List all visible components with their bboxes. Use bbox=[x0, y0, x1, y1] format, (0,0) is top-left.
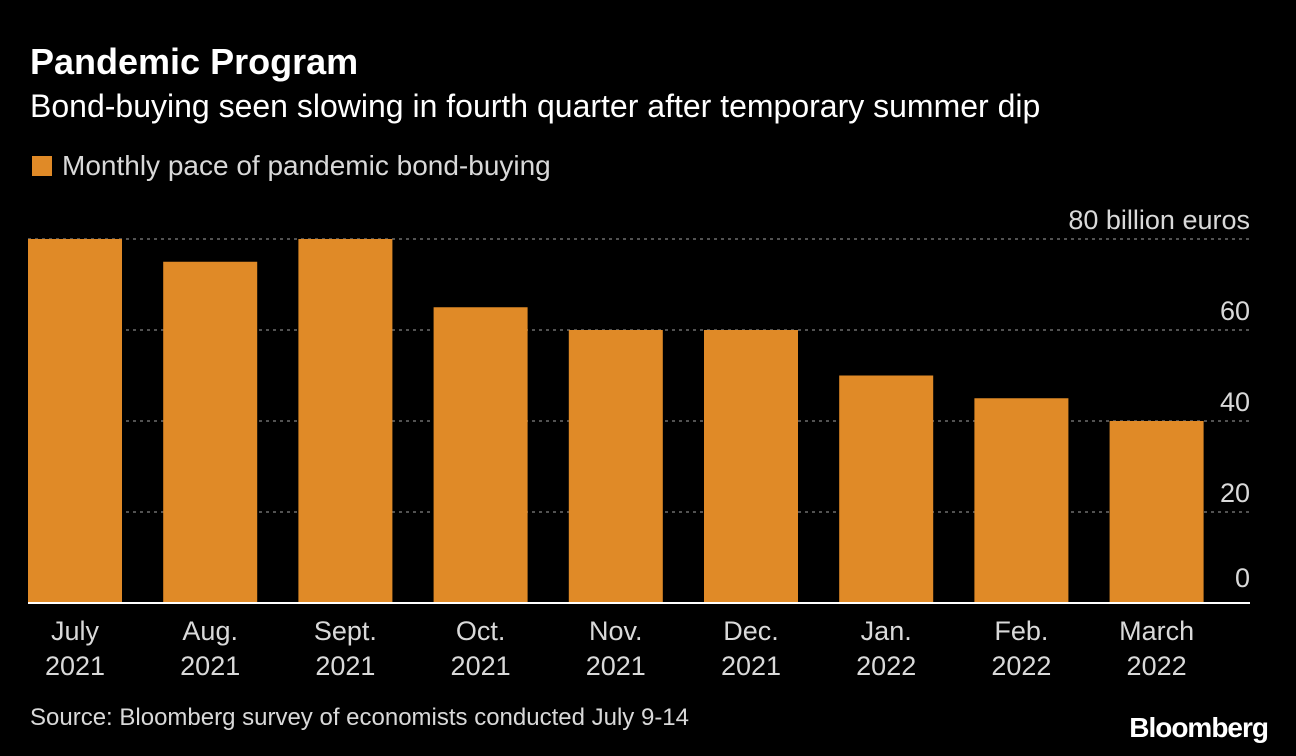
bar bbox=[568, 330, 663, 603]
x-tick-label-month: Aug. bbox=[182, 616, 238, 646]
x-tick-label-month: Sept. bbox=[314, 616, 377, 646]
bar bbox=[433, 307, 528, 603]
x-tick-label-year: 2021 bbox=[721, 651, 781, 681]
x-tick-label-month: Nov. bbox=[589, 616, 643, 646]
chart-subtitle: Bond-buying seen slowing in fourth quart… bbox=[30, 88, 1041, 124]
x-tick-label-year: 2022 bbox=[991, 651, 1051, 681]
x-tick-label-year: 2021 bbox=[45, 651, 105, 681]
y-tick-label: 40 bbox=[1220, 387, 1250, 417]
bar bbox=[974, 398, 1069, 603]
x-tick-label-year: 2021 bbox=[180, 651, 240, 681]
legend-label: Monthly pace of pandemic bond-buying bbox=[62, 150, 551, 181]
bar bbox=[1109, 421, 1204, 603]
y-tick-label: 80 billion euros bbox=[1068, 205, 1250, 235]
x-tick-label-year: 2021 bbox=[315, 651, 375, 681]
x-tick-label-month: Jan. bbox=[861, 616, 912, 646]
bar bbox=[163, 261, 258, 603]
legend-swatch bbox=[32, 156, 52, 176]
bar bbox=[28, 239, 122, 603]
chart-title: Pandemic Program bbox=[30, 41, 359, 82]
x-tick-label-month: March bbox=[1119, 616, 1194, 646]
x-tick-label-year: 2022 bbox=[856, 651, 916, 681]
x-tick-label-year: 2021 bbox=[586, 651, 646, 681]
bar bbox=[298, 239, 393, 603]
x-tick-label-year: 2021 bbox=[451, 651, 511, 681]
bar bbox=[839, 375, 934, 603]
legend: Monthly pace of pandemic bond-buying bbox=[32, 150, 551, 182]
x-tick-label-month: Feb. bbox=[994, 616, 1048, 646]
bloomberg-logo: Bloomberg bbox=[1129, 712, 1269, 743]
x-tick-label-year: 2022 bbox=[1127, 651, 1187, 681]
bar bbox=[704, 330, 798, 603]
y-tick-label: 0 bbox=[1235, 563, 1250, 593]
y-tick-label: 60 bbox=[1220, 296, 1250, 326]
x-tick-label-month: Dec. bbox=[723, 616, 779, 646]
x-tick-label-month: July bbox=[51, 616, 100, 646]
source-note: Source: Bloomberg survey of economists c… bbox=[30, 704, 690, 731]
y-tick-label: 20 bbox=[1220, 478, 1250, 508]
x-tick-label-month: Oct. bbox=[456, 616, 506, 646]
